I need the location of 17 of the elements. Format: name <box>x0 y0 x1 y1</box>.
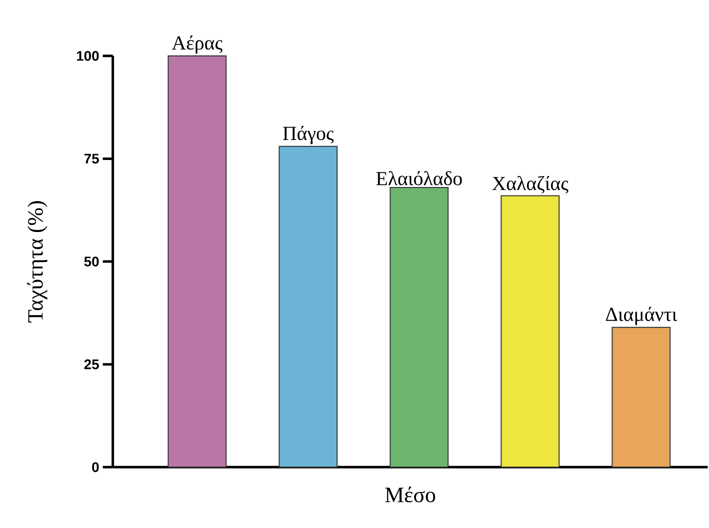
x-tick-label: Χαλαζίας <box>492 176 568 194</box>
x-tick-label: Πάγος <box>283 126 334 144</box>
y-tick-label: 0 <box>92 462 99 472</box>
x-tick-label: Αέρας <box>172 35 222 54</box>
y-tick-label: 25 <box>84 359 99 370</box>
y-axis-title: Ταχύτητα (%) <box>27 201 48 322</box>
x-tick-label: Ελαιόλαδο <box>376 171 462 186</box>
y-tick-label: 100 <box>76 50 99 61</box>
y-tick-label: 75 <box>84 154 99 164</box>
bar <box>612 326 671 468</box>
x-tick-label: Διαμάντι <box>606 306 678 326</box>
bar <box>168 55 227 468</box>
bar <box>390 186 449 468</box>
y-tick-label: 50 <box>84 256 99 266</box>
x-axis-title: Μέσο <box>385 486 436 502</box>
bar <box>500 195 560 468</box>
bar <box>278 146 338 468</box>
